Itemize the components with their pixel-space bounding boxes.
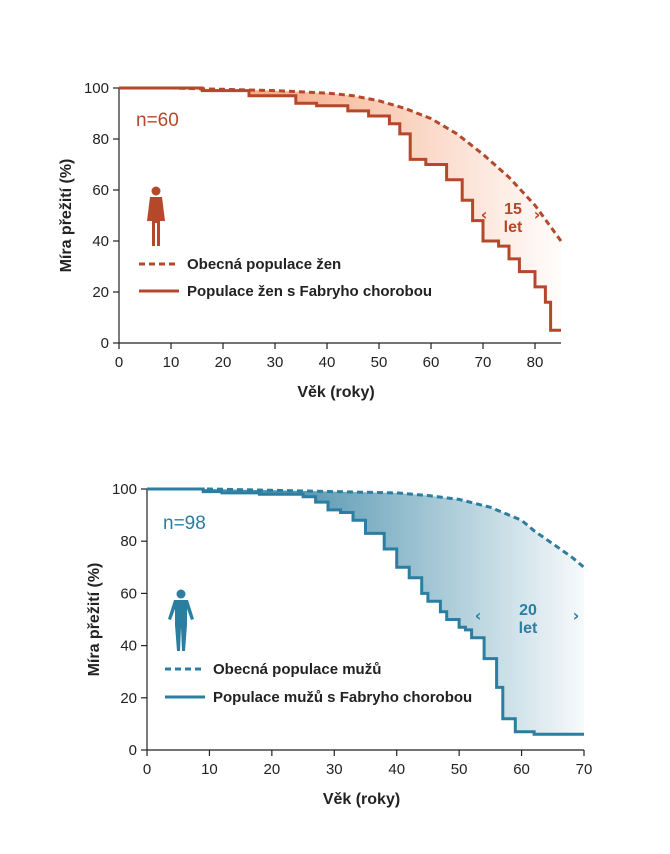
chart-men: 0 20 40 60 80 100 0 10 20 30 40 50 60 70 Věk (roky) Mír… — [86, 481, 592, 808]
x-tick-label: 30 — [267, 354, 284, 371]
x-tick-label: 50 — [451, 761, 468, 778]
man-figure-icon — [168, 589, 194, 651]
x-tick-label: 20 — [215, 354, 232, 371]
x-tick-label: 50 — [371, 354, 388, 371]
x-tick-label: 0 — [115, 354, 123, 371]
chevron-right-icon: › — [573, 606, 580, 625]
x-tick-label: 70 — [475, 354, 492, 371]
x-axis-title: Věk (roky) — [297, 384, 374, 401]
chevron-right-icon: › — [534, 205, 541, 224]
y-tick-label: 40 — [92, 233, 109, 250]
gap-years-unit: let — [504, 219, 523, 236]
legend-label-general: Obecná populace žen — [187, 256, 341, 273]
series-line-fabry-population — [147, 487, 584, 736]
x-tick-label: 20 — [264, 761, 281, 778]
y-tick-label: 20 — [92, 284, 109, 301]
legend-label-general: Obecná populace mužů — [213, 661, 381, 678]
y-tick-label: 0 — [101, 335, 109, 352]
series-line-fabry-population — [119, 86, 561, 332]
x-tick-label: 10 — [163, 354, 180, 371]
chevron-left-icon: ‹ — [481, 205, 488, 224]
x-tick-label: 60 — [423, 354, 440, 371]
chevron-left-icon: ‹ — [475, 606, 482, 625]
x-tick-label: 0 — [143, 761, 151, 778]
x-tick-label: 40 — [388, 761, 405, 778]
gap-years-unit: let — [519, 620, 538, 637]
legend-label-fabry: Populace mužů s Fabryho chorobou — [213, 689, 472, 706]
y-tick-label: 100 — [84, 80, 109, 97]
y-tick-label: 0 — [129, 742, 137, 759]
legend-label-fabry: Populace žen s Fabryho chorobou — [187, 283, 432, 300]
woman-figure-icon — [147, 186, 165, 246]
sample-size-label: n=60 — [136, 110, 179, 131]
y-axis-title: Míra přežití (%) — [86, 563, 103, 677]
y-tick-label: 100 — [112, 481, 137, 498]
x-tick-label: 60 — [513, 761, 530, 778]
x-tick-label: 10 — [201, 761, 218, 778]
x-axis-title: Věk (roky) — [323, 791, 400, 808]
x-tick-label: 40 — [319, 354, 336, 371]
y-axis-title: Míra přežití (%) — [58, 159, 75, 273]
y-tick-label: 60 — [92, 182, 109, 199]
chart-women: 0 20 40 60 80 100 0 10 20 30 40 50 60 70 80 Věk (roky) M… — [58, 80, 563, 401]
y-tick-label: 20 — [120, 690, 137, 707]
sample-size-label: n=98 — [163, 513, 206, 534]
x-tick-label: 70 — [576, 761, 593, 778]
series-line-general-population — [147, 487, 585, 569]
gap-shaded-area — [119, 88, 561, 331]
y-tick-label: 80 — [120, 533, 137, 550]
gap-years-value: 20 — [519, 602, 537, 619]
y-tick-label: 60 — [120, 585, 137, 602]
y-tick-label: 80 — [92, 131, 109, 148]
y-tick-label: 40 — [120, 638, 137, 655]
gap-years-value: 15 — [504, 201, 522, 218]
gap-shaded-area — [147, 489, 584, 735]
x-tick-label: 30 — [326, 761, 343, 778]
x-tick-label: 80 — [527, 354, 544, 371]
